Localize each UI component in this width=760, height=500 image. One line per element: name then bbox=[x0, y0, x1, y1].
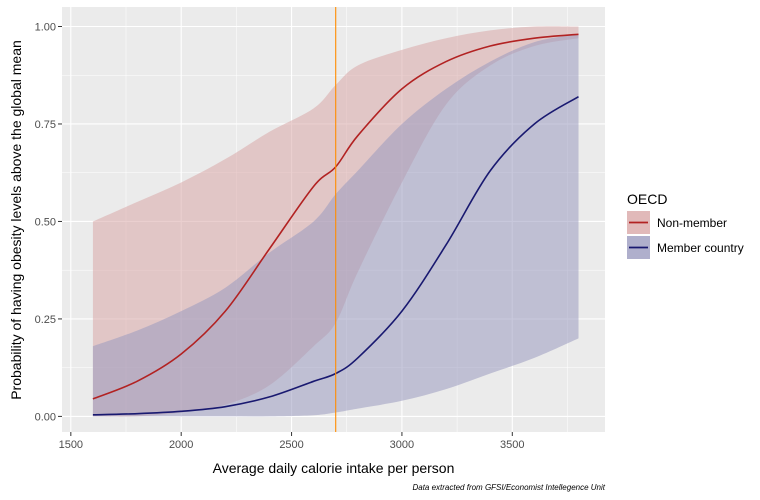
chart-caption: Data extracted from GFSI/Economist Intel… bbox=[412, 483, 605, 492]
x-tick-label: 2000 bbox=[169, 439, 193, 451]
x-tick-label: 3000 bbox=[390, 439, 414, 451]
x-tick-label: 3500 bbox=[500, 439, 524, 451]
x-axis: 1500 2000 2500 3000 3500 bbox=[59, 432, 525, 451]
y-axis: 0.00 0.25 0.50 0.75 1.00 bbox=[35, 21, 62, 423]
y-tick-label: 0.75 bbox=[35, 119, 56, 131]
legend-label-0: Non-member bbox=[657, 216, 727, 230]
x-axis-title: Average daily calorie intake per person bbox=[213, 460, 455, 476]
y-axis-title: Probability of having obesity levels abo… bbox=[8, 40, 24, 400]
legend-title: OECD bbox=[627, 191, 667, 207]
legend-label-1: Member country bbox=[657, 241, 744, 255]
y-tick-label: 0.25 bbox=[35, 314, 56, 326]
series-line-1 bbox=[92, 95, 579, 416]
legend-items: Non-member Member country bbox=[627, 211, 744, 259]
x-tick-label: 2500 bbox=[279, 439, 303, 451]
x-tick-label: 1500 bbox=[59, 439, 83, 451]
y-tick-label: 0.00 bbox=[35, 411, 56, 423]
y-tick-label: 0.50 bbox=[35, 216, 56, 228]
y-tick-label: 1.00 bbox=[35, 21, 56, 33]
legend: OECD Non-member Member country bbox=[627, 191, 744, 259]
